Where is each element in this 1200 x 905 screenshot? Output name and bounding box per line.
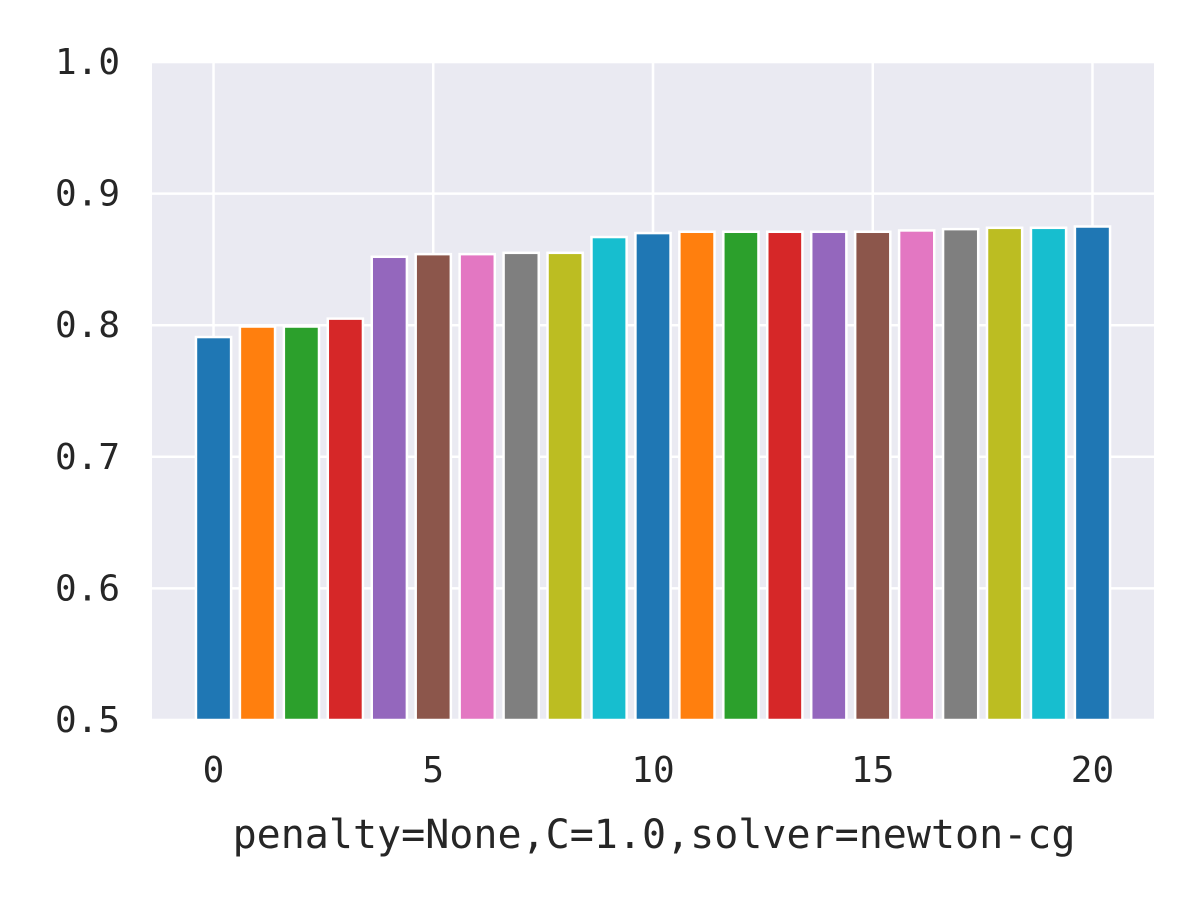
y-tick-label: 0.7 [55, 437, 120, 478]
bar-18 [985, 226, 1024, 722]
x-tick-label: 0 [203, 750, 225, 791]
bar-12 [722, 230, 760, 722]
y-tick-label: 0.9 [55, 174, 120, 215]
x-tick-label: 20 [1071, 750, 1114, 791]
bars [194, 225, 1112, 722]
bar-2 [282, 325, 321, 722]
bar-15 [853, 230, 892, 722]
y-tick-labels: 0.5 0.6 0.7 0.8 0.9 1.0 [55, 42, 120, 741]
y-tick-label: 1.0 [55, 42, 120, 83]
x-tick-label: 10 [631, 750, 674, 791]
bar-9 [590, 235, 628, 722]
bar-3 [326, 317, 365, 722]
bar-5 [414, 252, 453, 722]
x-tick-label: 15 [851, 750, 894, 791]
y-tick-label: 0.8 [55, 305, 120, 346]
x-axis-label: penalty=None,C=1.0,solver=newton-cg [233, 812, 1076, 858]
bar-20 [1073, 225, 1112, 722]
bar-4 [370, 255, 409, 722]
bar-10 [634, 231, 672, 722]
x-tick-label: 5 [422, 750, 444, 791]
bar-1 [238, 325, 277, 722]
x-tick-labels: 0 5 10 15 20 [203, 750, 1114, 791]
bar-11 [678, 230, 716, 722]
y-tick-label: 0.5 [55, 700, 120, 741]
bar-8 [546, 251, 584, 722]
y-tick-label: 0.6 [55, 568, 120, 609]
bar-13 [766, 230, 804, 722]
bar-0 [194, 335, 233, 722]
bar-7 [502, 251, 540, 722]
bar-6 [458, 252, 497, 722]
bar-14 [809, 230, 848, 722]
bar-17 [941, 227, 980, 722]
bar-19 [1029, 226, 1068, 722]
bar-16 [897, 229, 936, 722]
